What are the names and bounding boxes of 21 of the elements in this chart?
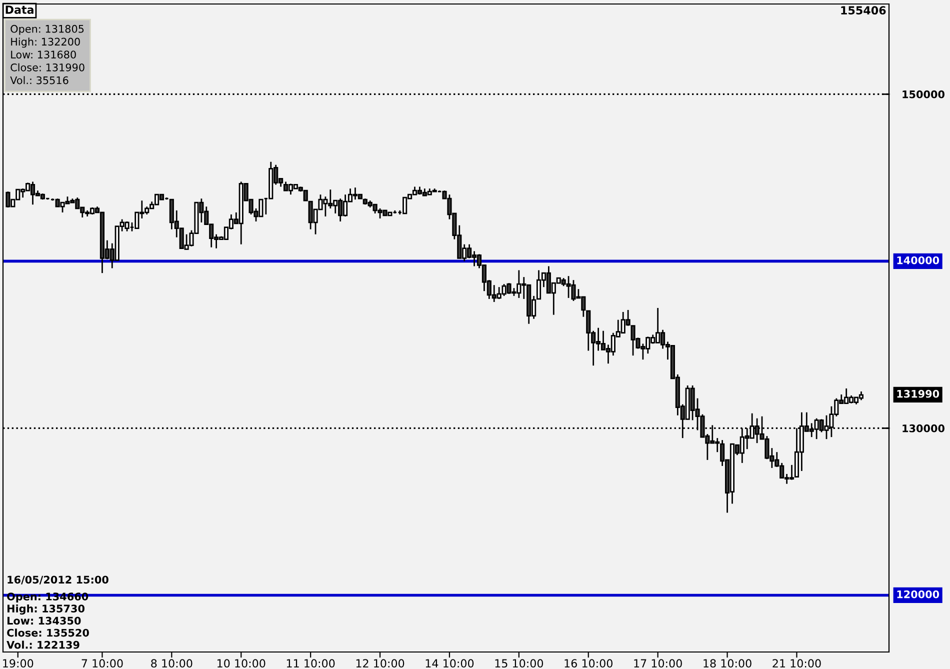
annotation: Open: 131805 High: 132200 Low: 131680 Close: 131990 Vol.: 35516 — [10, 24, 84, 84]
x-tick-label: 16 10:00 — [564, 659, 612, 668]
x-tick-label: 7 10:00 — [82, 659, 123, 668]
x-tick-label: 21 10:00 — [772, 659, 821, 668]
y-tick-label: 130000 — [902, 424, 944, 432]
x-tick-label: 8 10:00 — [151, 659, 192, 668]
annotation: 155406 — [841, 6, 886, 15]
x-tick-label: 11 10:00 — [286, 659, 335, 668]
annotation: 16/05/2012 15:00 — [8, 576, 108, 584]
x-tick-label: 10 10:00 — [217, 659, 266, 668]
ref-line-label: 140000 — [897, 256, 940, 264]
annotation: Data — [6, 6, 34, 14]
y-tick-label: 150000 — [902, 90, 944, 98]
x-tick-label: 17 10:00 — [634, 659, 682, 668]
x-tick-label: 19:00 — [3, 659, 34, 668]
x-tick-label: 12 10:00 — [356, 659, 404, 668]
x-tick-label: 15 10:00 — [495, 659, 544, 668]
x-tick-label: 18 10:00 — [704, 659, 752, 668]
ref-line-label: 120000 — [897, 590, 940, 598]
text: 131990 — [897, 390, 940, 398]
x-tick-label: 14 10:00 — [426, 659, 474, 668]
